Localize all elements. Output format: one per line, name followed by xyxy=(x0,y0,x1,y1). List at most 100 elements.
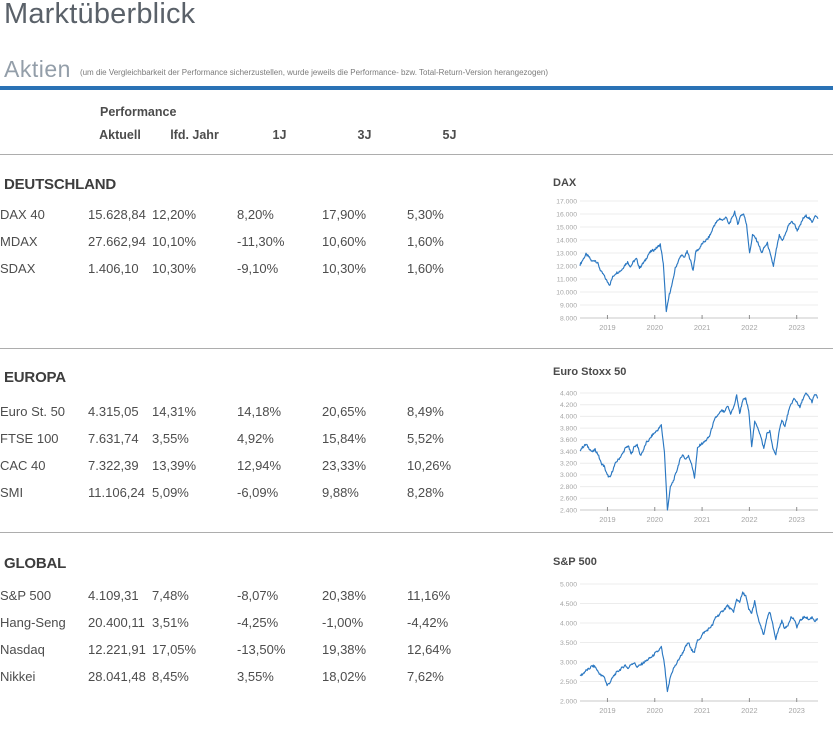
row-value: -11,30% xyxy=(237,234,285,249)
row-value: 8,28% xyxy=(407,485,444,500)
sp500-line-chart: 5.000 4.500 4.000 3.500 3.000 2.500 2.000 2019 2… xyxy=(560,581,819,715)
y-tick-label: 4.000 xyxy=(560,620,577,627)
dax-line-chart: 17.000 16.000 15.000 14.000 13.000 12.000 11.0… xyxy=(556,198,819,332)
y-tick-label: 2.600 xyxy=(560,496,577,503)
accent-rule xyxy=(0,86,833,90)
row-value: 4,92% xyxy=(237,431,274,446)
row-value: 17,90% xyxy=(322,207,367,222)
table-section-europa: Euro St. 50 4.315,05 14,31% 14,18% 20,65% 8,4… xyxy=(0,398,492,506)
row-value: 20,65% xyxy=(322,404,367,419)
row-value: 18,02% xyxy=(322,669,367,684)
x-tick-label: 2022 xyxy=(741,515,757,524)
column-header-aktuell: Aktuell xyxy=(99,128,141,142)
row-value: 28.041,48 xyxy=(88,669,146,684)
aktien-section-header: Aktien (um die Vergleichbarkeit der Perf… xyxy=(4,56,548,83)
row-value: 5,30% xyxy=(407,207,444,222)
y-tick-label: 8.000 xyxy=(560,315,577,322)
y-tick-label: 4.400 xyxy=(560,390,577,397)
row-value: 7,62% xyxy=(407,669,444,684)
row-name: SMI xyxy=(0,485,24,500)
y-tick-label: 2.000 xyxy=(560,698,577,705)
x-tick-label: 2023 xyxy=(788,515,804,524)
aktien-label: Aktien xyxy=(4,56,71,82)
row-name: MDAX xyxy=(0,234,38,249)
row-value: 7.631,74 xyxy=(88,431,139,446)
y-tick-label: 2.800 xyxy=(560,484,577,491)
y-tick-label: 3.600 xyxy=(560,437,577,444)
row-value: 9,88% xyxy=(322,485,359,500)
x-tick-label: 2019 xyxy=(599,515,615,524)
x-tick-label: 2021 xyxy=(694,706,710,715)
row-value: -13,50% xyxy=(237,642,286,657)
price-line xyxy=(579,210,819,313)
row-value: 5,09% xyxy=(152,485,189,500)
y-tick-label: 2.400 xyxy=(560,507,577,514)
column-header-empty xyxy=(0,128,88,142)
row-value: 23,33% xyxy=(322,458,367,473)
x-tick-label: 2022 xyxy=(741,323,757,332)
x-tick-label: 2021 xyxy=(694,515,710,524)
y-tick-label: 16.000 xyxy=(556,211,577,218)
row-value: 10,30% xyxy=(152,261,197,276)
y-tick-label: 4.500 xyxy=(560,601,577,608)
table-section-deutschland: DAX 40 15.628,84 12,20% 8,20% 17,90% 5,30% MDA… xyxy=(0,201,492,282)
row-value: -4,42% xyxy=(407,615,449,630)
y-tick-label: 3.500 xyxy=(560,640,577,647)
row-value: 8,20% xyxy=(237,207,274,222)
row-value: 15,84% xyxy=(322,431,367,446)
row-value: 3,51% xyxy=(152,615,189,630)
y-tick-label: 13.000 xyxy=(556,250,577,257)
column-header-1j: 1J xyxy=(272,128,287,142)
x-tick-label: 2019 xyxy=(599,706,615,715)
row-value: 13,39% xyxy=(152,458,197,473)
row-name: Hang-Seng xyxy=(0,615,66,630)
row-value: 10,26% xyxy=(407,458,452,473)
row-value: -1,00% xyxy=(322,615,364,630)
separator-line xyxy=(0,154,833,155)
row-value: 7,48% xyxy=(152,588,189,603)
section-title-deutschland: DEUTSCHLAND xyxy=(4,176,116,193)
row-name: DAX 40 xyxy=(0,207,45,222)
row-value: 10,60% xyxy=(322,234,367,249)
page-title: Marktüberblick xyxy=(4,0,196,30)
row-value: 19,38% xyxy=(322,642,367,657)
row-name: CAC 40 xyxy=(0,458,46,473)
y-tick-label: 3.200 xyxy=(560,461,577,468)
y-tick-label: 9.000 xyxy=(560,302,577,309)
row-value: 3,55% xyxy=(152,431,189,446)
y-tick-label: 11.000 xyxy=(557,276,578,283)
x-tick-label: 2019 xyxy=(599,323,615,332)
row-value: 1.406,10 xyxy=(88,261,139,276)
row-value: 12.221,91 xyxy=(88,642,146,657)
price-line xyxy=(579,591,819,693)
y-tick-label: 2.500 xyxy=(560,679,577,686)
x-tick-label: 2020 xyxy=(647,515,663,524)
y-tick-label: 10.000 xyxy=(556,289,577,296)
row-name: S&P 500 xyxy=(0,588,52,603)
y-tick-label: 12.000 xyxy=(556,263,577,270)
chart-title-dax: DAX xyxy=(553,177,577,189)
row-value: 11.106,24 xyxy=(88,485,145,500)
y-tick-label: 15.000 xyxy=(556,224,577,231)
row-value: 14,31% xyxy=(152,404,197,419)
row-value: -9,10% xyxy=(237,261,279,276)
row-value: -8,07% xyxy=(237,588,279,603)
column-header-5j: 5J xyxy=(442,128,457,142)
row-value: 10,30% xyxy=(322,261,367,276)
row-name: Euro St. 50 xyxy=(0,404,66,419)
row-value: 11,16% xyxy=(407,588,451,603)
price-line xyxy=(579,392,819,511)
column-header-lfd-jahr: lfd. Jahr xyxy=(170,128,219,142)
row-value: 12,20% xyxy=(152,207,197,222)
row-value: 14,18% xyxy=(237,404,282,419)
row-value: 20.400,11 xyxy=(88,615,145,630)
table-section-global: S&P 500 4.109,31 7,48% -8,07% 20,38% 11,16% Ha… xyxy=(0,582,492,690)
chart-title-eurostoxx: Euro Stoxx 50 xyxy=(553,366,627,378)
y-tick-label: 5.000 xyxy=(560,581,577,588)
y-tick-label: 3.000 xyxy=(560,472,577,479)
row-name: Nasdaq xyxy=(0,642,45,657)
row-value: 12,94% xyxy=(237,458,282,473)
separator-line xyxy=(0,348,833,349)
chart-title-sp500: S&P 500 xyxy=(553,556,597,568)
x-tick-label: 2020 xyxy=(647,706,663,715)
